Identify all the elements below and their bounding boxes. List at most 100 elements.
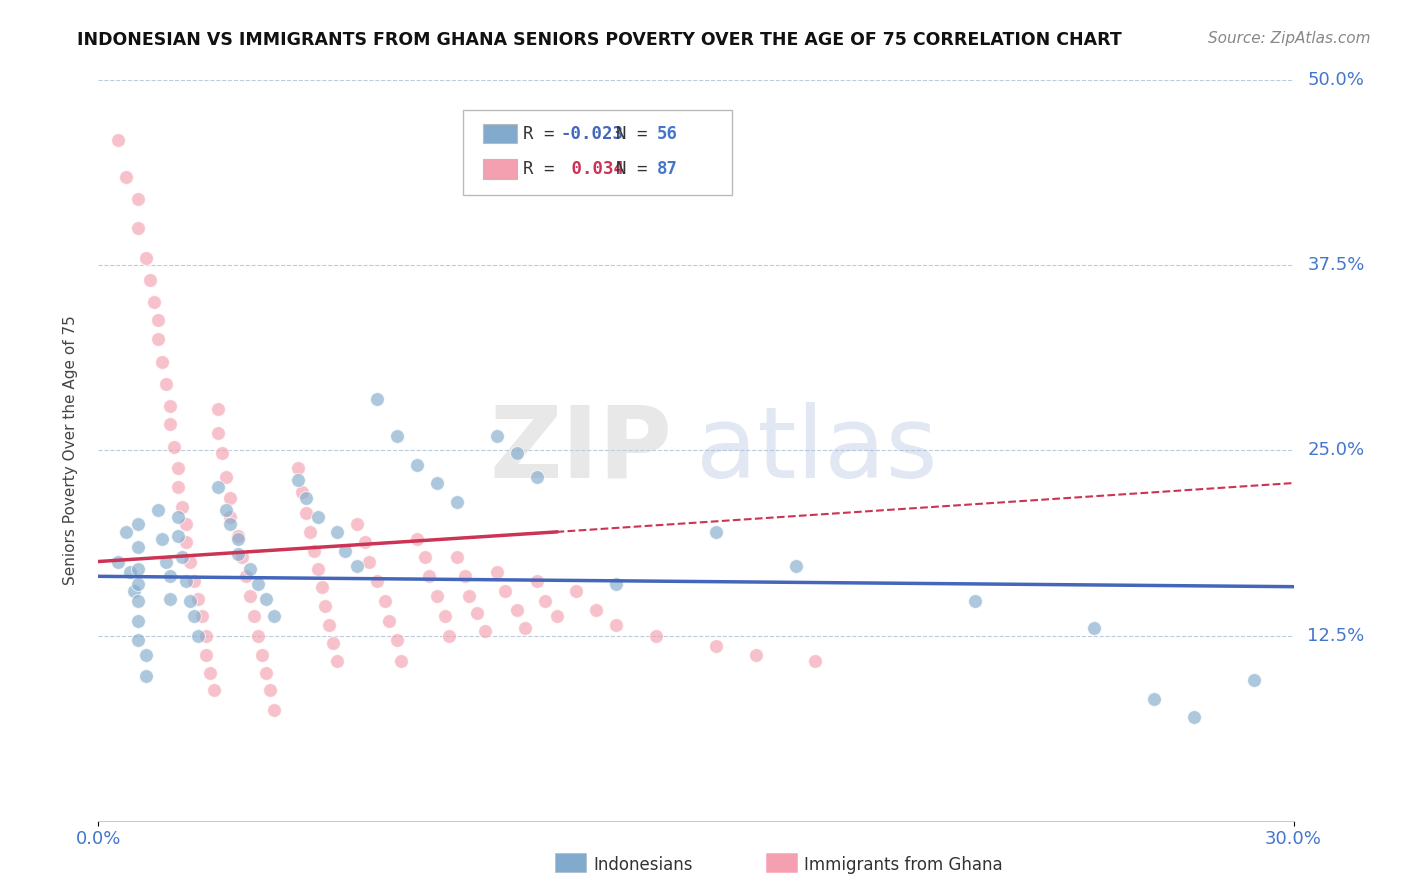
Point xyxy=(198,665,221,680)
Point xyxy=(485,428,508,442)
Point xyxy=(127,562,149,576)
Point xyxy=(1083,621,1105,635)
Point xyxy=(191,609,214,624)
Text: -0.023: -0.023 xyxy=(561,125,624,143)
Point xyxy=(215,470,238,484)
Point xyxy=(485,565,508,579)
Point xyxy=(1182,710,1205,724)
Point xyxy=(172,500,194,514)
Point xyxy=(346,558,368,573)
FancyBboxPatch shape xyxy=(484,160,517,178)
Text: ZIP: ZIP xyxy=(489,402,672,499)
Point xyxy=(167,510,190,524)
Point xyxy=(226,547,249,561)
Point xyxy=(107,555,129,569)
Text: 87: 87 xyxy=(657,161,678,178)
Point xyxy=(187,628,209,642)
Point xyxy=(211,446,233,460)
Point xyxy=(704,524,727,539)
Point xyxy=(155,376,177,391)
Point xyxy=(526,574,548,588)
Point xyxy=(207,402,229,417)
Point xyxy=(127,221,149,235)
Text: atlas: atlas xyxy=(696,402,938,499)
Text: N =: N = xyxy=(616,161,658,178)
Point xyxy=(202,683,225,698)
Point xyxy=(120,565,142,579)
Point xyxy=(465,607,488,621)
Point xyxy=(243,609,266,624)
FancyBboxPatch shape xyxy=(484,124,517,144)
Point xyxy=(167,480,190,494)
Point xyxy=(207,425,229,440)
Point xyxy=(446,550,468,565)
Point xyxy=(335,544,357,558)
Point xyxy=(307,510,329,524)
Point xyxy=(446,495,468,509)
Point xyxy=(150,354,173,368)
Point xyxy=(183,609,205,624)
Point xyxy=(533,594,555,608)
Point xyxy=(294,506,316,520)
Point xyxy=(513,621,536,635)
Point xyxy=(183,574,205,588)
Point xyxy=(219,517,242,532)
Text: 56: 56 xyxy=(657,125,678,143)
Point xyxy=(174,574,197,588)
Text: 37.5%: 37.5% xyxy=(1308,256,1365,275)
Point xyxy=(254,591,277,606)
Point xyxy=(135,648,157,662)
Point xyxy=(605,576,627,591)
Point xyxy=(263,609,285,624)
Point xyxy=(287,473,309,487)
Point xyxy=(311,580,333,594)
Point xyxy=(506,603,529,617)
Point xyxy=(406,458,429,473)
Point xyxy=(494,584,516,599)
Point xyxy=(231,550,253,565)
Point xyxy=(346,517,368,532)
Text: R =: R = xyxy=(523,125,565,143)
Point xyxy=(745,648,768,662)
Point xyxy=(263,703,285,717)
Point xyxy=(239,562,262,576)
Point xyxy=(250,648,273,662)
Point xyxy=(413,550,436,565)
Point xyxy=(298,524,321,539)
Point xyxy=(127,540,149,554)
Point xyxy=(366,392,388,406)
Point xyxy=(474,624,496,639)
Point xyxy=(389,654,412,668)
Point xyxy=(406,533,429,547)
Point xyxy=(127,594,149,608)
Point xyxy=(354,535,377,549)
FancyBboxPatch shape xyxy=(463,110,733,195)
Point xyxy=(163,441,186,455)
Point xyxy=(219,510,242,524)
Point xyxy=(704,639,727,653)
Point xyxy=(291,484,314,499)
Point xyxy=(107,132,129,146)
Point xyxy=(437,628,460,642)
Point xyxy=(135,668,157,682)
Point xyxy=(1243,673,1265,687)
Point xyxy=(139,273,162,287)
Point xyxy=(434,609,457,624)
Point xyxy=(195,628,218,642)
Point xyxy=(326,524,349,539)
Text: Source: ZipAtlas.com: Source: ZipAtlas.com xyxy=(1208,31,1371,46)
Point xyxy=(127,576,149,591)
Point xyxy=(127,517,149,532)
Point xyxy=(174,535,197,549)
Point xyxy=(506,446,529,460)
Point xyxy=(124,584,146,599)
Point xyxy=(254,665,277,680)
Point xyxy=(226,529,249,543)
Point xyxy=(565,584,588,599)
Point xyxy=(366,574,388,588)
Point xyxy=(645,628,668,642)
Point xyxy=(605,618,627,632)
Point xyxy=(239,589,262,603)
Point xyxy=(179,555,201,569)
Point xyxy=(259,683,281,698)
